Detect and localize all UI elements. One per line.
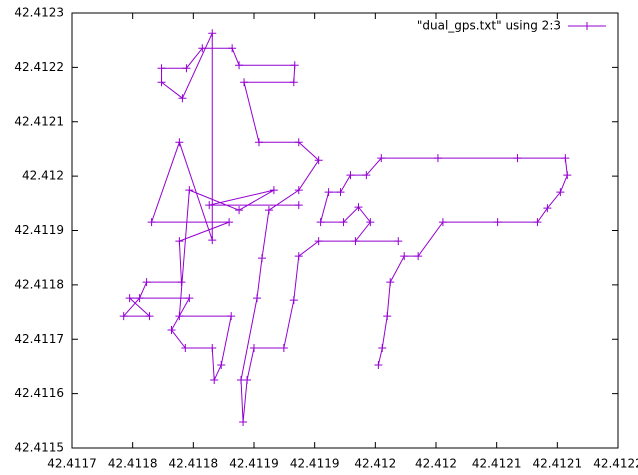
point xyxy=(239,418,248,427)
point xyxy=(394,237,403,246)
x-tick-label: 42.4119 xyxy=(229,457,279,471)
legend-label: "dual_gps.txt" using 2:3 xyxy=(417,19,561,33)
point xyxy=(237,376,246,385)
point xyxy=(254,138,263,147)
point xyxy=(228,44,237,53)
point xyxy=(314,156,323,165)
point xyxy=(294,252,303,261)
point xyxy=(235,61,244,70)
point xyxy=(433,154,442,163)
point xyxy=(269,186,278,195)
x-tick-label: 42.412 xyxy=(354,457,396,471)
point xyxy=(378,344,387,353)
point xyxy=(175,312,184,321)
point xyxy=(240,78,249,87)
point xyxy=(217,361,226,370)
point xyxy=(135,294,144,303)
point xyxy=(362,171,371,180)
point xyxy=(253,294,262,303)
x-tick-label: 42.4121 xyxy=(472,457,522,471)
point xyxy=(383,312,392,321)
point xyxy=(205,201,214,210)
point xyxy=(294,186,303,195)
point xyxy=(556,188,565,197)
y-tick-label: 42.4117 xyxy=(14,332,64,346)
y-tick-label: 42.412 xyxy=(22,169,64,183)
x-tick-label: 42.4119 xyxy=(290,457,340,471)
point xyxy=(185,294,194,303)
y-tick-label: 42.4122 xyxy=(14,60,64,74)
point xyxy=(346,171,355,180)
point xyxy=(157,64,166,73)
point xyxy=(208,344,217,353)
point xyxy=(177,278,186,287)
point xyxy=(175,138,184,147)
y-tick-label: 42.4119 xyxy=(14,223,64,237)
y-tick-label: 42.4118 xyxy=(14,277,64,291)
x-tick-label: 42.4122 xyxy=(593,457,638,471)
point xyxy=(264,206,273,215)
point xyxy=(336,188,345,197)
plot-frame xyxy=(71,12,619,449)
point xyxy=(561,154,570,163)
point xyxy=(125,294,134,303)
point xyxy=(316,218,325,227)
point xyxy=(414,252,423,261)
point xyxy=(386,278,395,287)
point xyxy=(119,312,128,321)
point xyxy=(533,218,542,227)
point xyxy=(294,138,303,147)
point xyxy=(289,78,298,87)
point xyxy=(377,154,386,163)
point xyxy=(175,237,184,246)
series-line xyxy=(122,33,568,423)
point xyxy=(258,254,267,263)
point xyxy=(294,201,303,210)
legend-marker xyxy=(583,22,591,30)
point xyxy=(198,44,207,53)
point xyxy=(227,312,236,321)
point xyxy=(400,252,409,261)
point xyxy=(157,78,166,87)
point xyxy=(185,186,194,195)
point xyxy=(279,344,288,353)
y-tick-label: 42.4116 xyxy=(14,386,64,400)
point xyxy=(493,218,502,227)
x-tick-label: 42.4121 xyxy=(533,457,583,471)
x-tick-label: 42.4117 xyxy=(47,457,97,471)
point xyxy=(167,326,176,335)
point xyxy=(208,29,217,38)
point xyxy=(438,218,447,227)
point xyxy=(225,218,234,227)
point xyxy=(178,94,187,103)
point xyxy=(351,237,360,246)
point xyxy=(210,376,219,385)
point xyxy=(314,237,323,246)
point xyxy=(142,278,151,287)
point xyxy=(513,154,522,163)
point xyxy=(366,218,375,227)
point xyxy=(290,61,299,70)
point xyxy=(182,64,191,73)
point xyxy=(324,188,333,197)
point xyxy=(147,218,156,227)
y-tick-label: 42.4121 xyxy=(14,114,64,128)
x-tick-label: 42.4118 xyxy=(169,457,219,471)
point xyxy=(289,296,298,305)
point xyxy=(181,344,190,353)
point xyxy=(543,204,552,213)
y-tick-label: 42.4115 xyxy=(14,441,64,455)
point xyxy=(208,236,217,245)
point xyxy=(374,361,383,370)
point xyxy=(250,344,258,353)
point xyxy=(339,218,348,227)
x-tick-label: 42.4118 xyxy=(108,457,158,471)
y-tick-label: 42.4123 xyxy=(14,6,64,20)
point xyxy=(235,206,244,215)
x-tick-label: 42.412 xyxy=(415,457,457,471)
point xyxy=(563,171,572,180)
point xyxy=(145,312,154,321)
point xyxy=(354,203,363,212)
